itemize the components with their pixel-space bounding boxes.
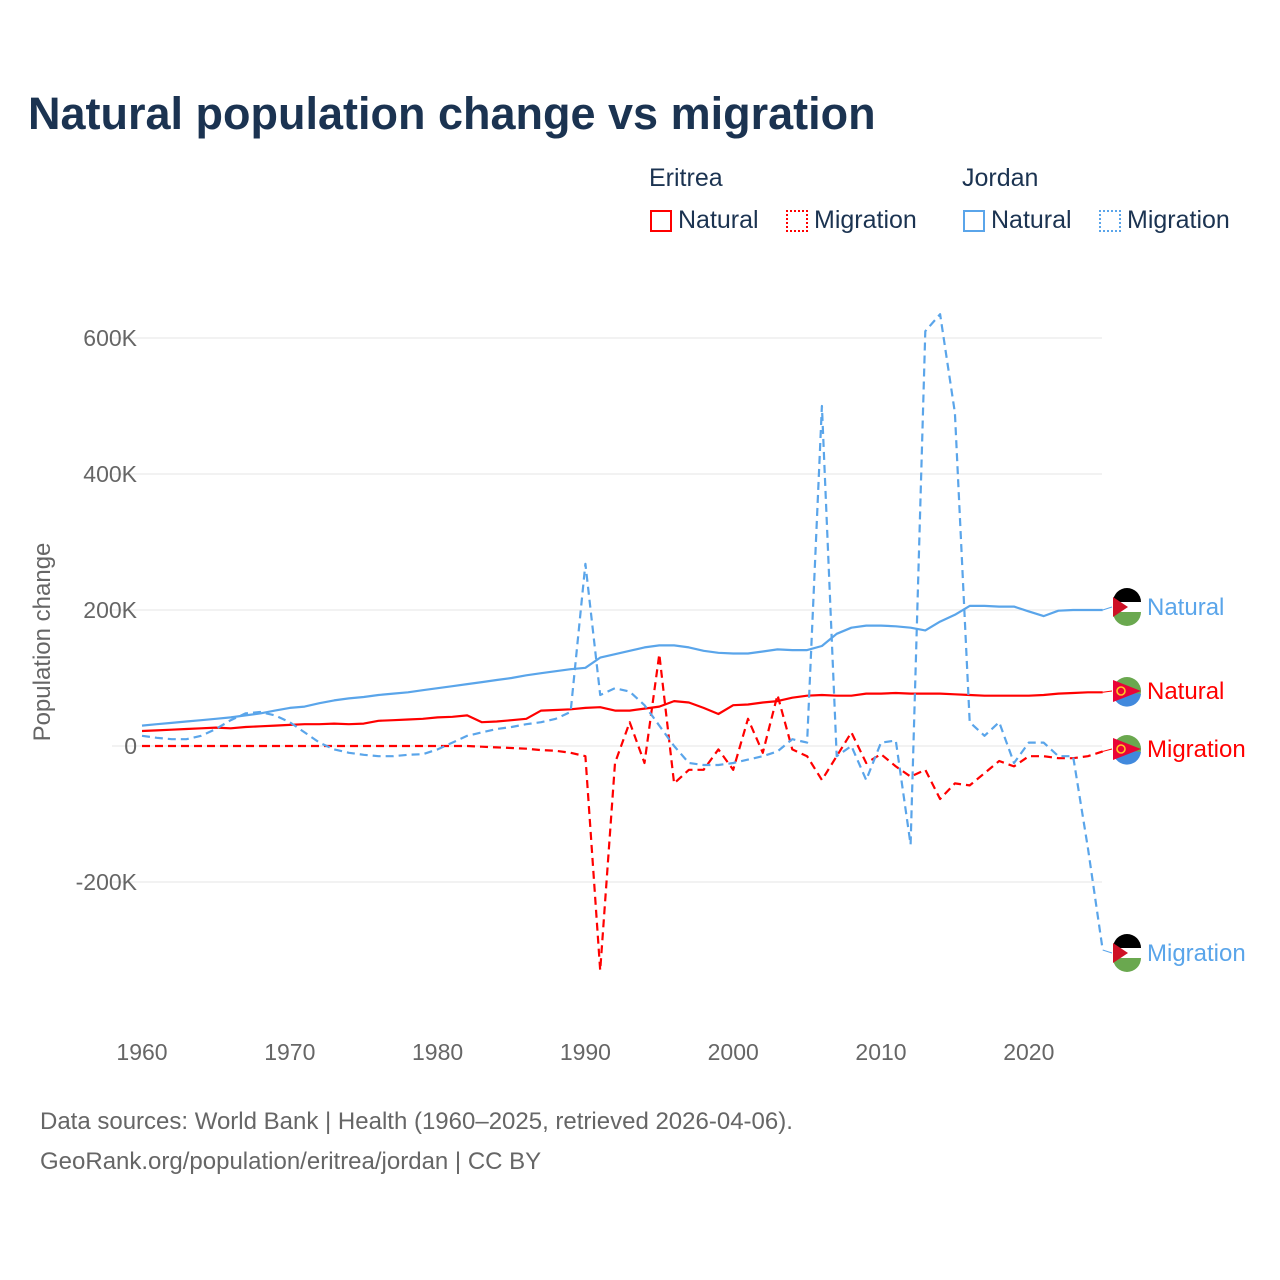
jordan-flag-icon [1113,934,1141,972]
legend-swatch-dotted-icon [1099,209,1121,232]
flag-stripe [1113,588,1141,602]
footer-sources: Data sources: World Bank | Health (1960–… [40,1108,793,1135]
end-label: Natural [1147,678,1224,705]
y-tick-label: 200K [83,597,137,623]
legend-label: Natural [991,206,1072,234]
end-label-connector [1102,949,1113,954]
legend-swatch-dotted-icon [786,209,808,232]
chart-title: Natural population change vs migration [28,88,876,139]
legend-eritrea-migration[interactable]: Migration [786,206,917,235]
eritrea-flag-icon [1112,735,1141,765]
x-tick-label: 1960 [116,1039,167,1065]
jordan-flag-icon [1113,588,1141,626]
legend-jordan-migration[interactable]: Migration [1099,206,1230,235]
legend-jordan-natural[interactable]: Natural [963,206,1072,235]
end-label: Natural [1147,594,1224,621]
end-label: Migration [1147,940,1246,967]
x-tick-label: 1980 [412,1039,463,1065]
legend-swatch-solid-icon [963,209,985,232]
flag-emblem [1116,744,1126,754]
series-line-eritrea-migration [142,653,1104,972]
y-tick-label: 0 [124,733,137,759]
end-label-connector [1102,690,1113,693]
legend-group-eritrea: Eritrea [649,164,723,192]
eritrea-flag-icon [1112,677,1141,707]
flag-stripe [1113,934,1141,948]
y-axis-label: Population change [29,543,56,742]
flag-triangle [1113,597,1128,617]
y-tick-label: 400K [83,461,137,487]
end-label-connector [1102,606,1113,611]
x-tick-label: 2020 [1003,1039,1054,1065]
flag-stripe [1113,612,1141,626]
legend-group-jordan: Jordan [962,164,1039,192]
footer-attribution: GeoRank.org/population/eritrea/jordan | … [40,1148,542,1175]
flag-stripe [1113,958,1141,972]
flag-emblem [1116,686,1126,696]
legend-eritrea-natural[interactable]: Natural [650,206,759,235]
legend-swatch-solid-icon [650,209,672,232]
legend-label: Migration [1127,206,1230,234]
legend-label: Migration [814,206,917,234]
x-tick-label: 2010 [855,1039,906,1065]
flag-triangle [1113,680,1141,702]
flag-triangle [1113,738,1141,760]
legend-label: Natural [678,206,759,234]
y-tick-label: -200K [76,869,138,895]
series-line-eritrea-natural [141,691,1103,733]
x-tick-label: 2000 [708,1039,759,1065]
x-tick-label: 1970 [264,1039,315,1065]
flag-triangle [1113,943,1128,963]
y-tick-label: 600K [83,325,137,351]
end-label: Migration [1147,736,1246,763]
end-label-connector [1102,748,1113,752]
x-tick-label: 1990 [560,1039,611,1065]
series-line-jordan-natural [141,604,1103,727]
series-line-jordan-migration [141,313,1104,951]
